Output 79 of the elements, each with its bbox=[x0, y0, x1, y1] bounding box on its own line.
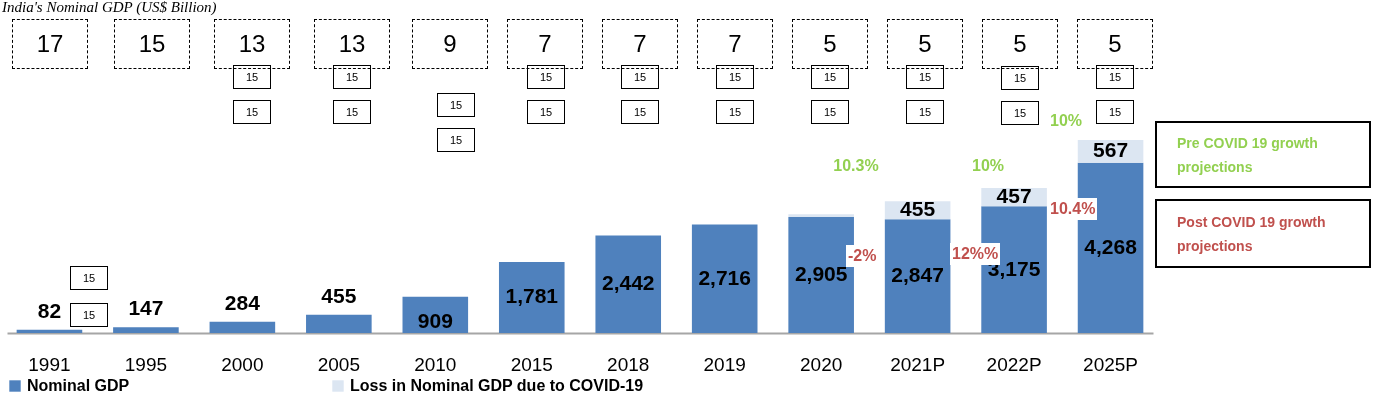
data-label: 909 bbox=[417, 309, 453, 333]
text: 15 bbox=[233, 65, 271, 89]
x-tick-label: 2025P bbox=[1083, 353, 1139, 375]
x-tick-label: 2018 bbox=[607, 353, 650, 375]
text: 15 bbox=[114, 19, 190, 69]
text: 13 bbox=[214, 19, 290, 69]
text: 5 bbox=[982, 19, 1058, 69]
x-tick-label: 2019 bbox=[703, 353, 746, 375]
chart-title: India's Nominal GDP (US$ Billion) bbox=[2, 0, 217, 16]
text: 15 bbox=[1096, 65, 1134, 89]
text: Pre COVID 19 growth projections bbox=[1155, 121, 1371, 188]
bar bbox=[884, 219, 951, 333]
text: 15 bbox=[1001, 66, 1039, 90]
x-tick-label: 2021P bbox=[890, 353, 946, 375]
x-tick-label: 2015 bbox=[510, 353, 553, 375]
x-tick-label: 1995 bbox=[124, 353, 168, 375]
text: 15 bbox=[716, 65, 754, 89]
text: 15 bbox=[233, 100, 271, 124]
data-label: 4,268 bbox=[1084, 234, 1138, 258]
text: 10% bbox=[1049, 111, 1083, 131]
bar bbox=[788, 214, 854, 218]
bar bbox=[16, 329, 83, 333]
x-tick-label: 2020 bbox=[800, 353, 843, 375]
text: 9 bbox=[412, 19, 488, 69]
bar bbox=[209, 321, 276, 333]
data-label: 147 bbox=[128, 296, 164, 320]
text: 7 bbox=[602, 19, 678, 69]
annotation: 10.3% bbox=[832, 156, 880, 176]
annotation: 15 bbox=[70, 303, 108, 327]
text: 15 bbox=[906, 65, 944, 89]
text: 15 bbox=[906, 100, 944, 124]
bar bbox=[498, 261, 565, 333]
data-label: 82 bbox=[37, 298, 62, 322]
bar bbox=[691, 224, 758, 333]
text: 15 bbox=[1096, 100, 1134, 124]
x-tick-label: 1991 bbox=[28, 353, 71, 375]
x-tick-label: 2022P bbox=[986, 353, 1042, 375]
text: 15 bbox=[621, 100, 659, 124]
text: 15 bbox=[437, 93, 475, 117]
text: 7 bbox=[697, 19, 773, 69]
text: Post COVID 19 growth projections bbox=[1155, 199, 1371, 268]
data-label: 457 bbox=[996, 184, 1032, 208]
data-label: 2,442 bbox=[601, 271, 655, 295]
text: 17 bbox=[12, 19, 88, 69]
text: 15 bbox=[811, 65, 849, 89]
bar bbox=[595, 235, 662, 333]
text: 7 bbox=[507, 19, 583, 69]
data-label: 455 bbox=[321, 283, 357, 307]
text: 5 bbox=[887, 19, 963, 69]
x-tick-label: 2005 bbox=[317, 353, 360, 375]
data-label: 2,905 bbox=[794, 262, 848, 286]
data-label: 2,847 bbox=[891, 263, 944, 287]
annotation: 15 bbox=[437, 128, 475, 152]
data-label: 567 bbox=[1093, 138, 1129, 162]
x-tick-label: 2000 bbox=[221, 353, 264, 375]
bar bbox=[113, 327, 179, 333]
annotation: 15 bbox=[70, 266, 108, 290]
data-label: 284 bbox=[224, 290, 261, 314]
text: 5 bbox=[1077, 19, 1153, 69]
text: 15 bbox=[333, 100, 371, 124]
text: 13 bbox=[314, 19, 390, 69]
text: 15 bbox=[811, 100, 849, 124]
text: 15 bbox=[527, 100, 565, 124]
x-tick-label: 2010 bbox=[414, 353, 457, 375]
legend-label: Loss in Nominal GDP due to COVID-19 bbox=[350, 377, 644, 394]
bar bbox=[306, 314, 372, 333]
annotation: 10.4% bbox=[1048, 198, 1098, 220]
text: 15 bbox=[1001, 101, 1039, 125]
data-label: 1,781 bbox=[505, 284, 559, 308]
text: 5 bbox=[792, 19, 868, 69]
annotation: 10% bbox=[971, 156, 1005, 176]
text: 15 bbox=[527, 65, 565, 89]
text: 15 bbox=[333, 65, 371, 89]
legend-label: Nominal GDP bbox=[27, 377, 130, 394]
text: 15 bbox=[621, 65, 659, 89]
text: 15 bbox=[716, 100, 754, 124]
data-label: 455 bbox=[900, 197, 936, 221]
annotation: -2% bbox=[846, 245, 879, 267]
data-label: 2,716 bbox=[698, 265, 751, 289]
